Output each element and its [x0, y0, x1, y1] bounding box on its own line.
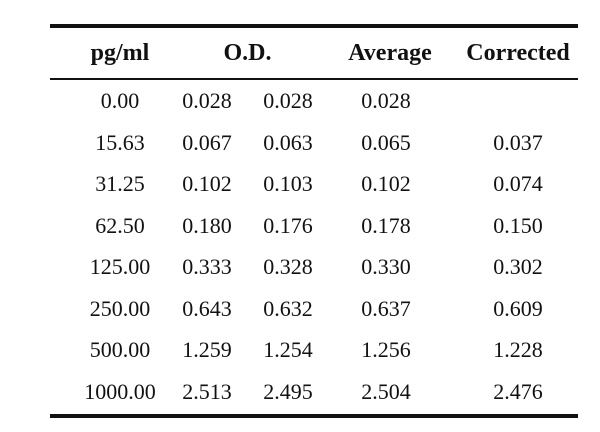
table-row: 125.00 0.333 0.328 0.330 0.302 — [50, 247, 578, 289]
cell-concentration: 125.00 — [89, 254, 151, 279]
cell-average: 2.504 — [361, 378, 411, 404]
cell-average: 0.178 — [361, 212, 411, 238]
cell-corrected: 2.476 — [493, 378, 543, 404]
table-row: 31.25 0.102 0.103 0.102 0.074 — [50, 164, 578, 206]
cell-od-1: 0.333 — [182, 254, 232, 279]
cell-od-2: 0.103 — [263, 171, 313, 196]
table-row: 1000.00 2.513 2.495 2.504 2.476 — [50, 372, 578, 414]
cell-od-1: 0.180 — [182, 212, 232, 238]
cell-od-1: 0.102 — [182, 171, 232, 196]
cell-average: 0.028 — [361, 88, 411, 113]
cell-average: 1.256 — [361, 337, 411, 362]
cell-concentration: 1000.00 — [84, 378, 156, 404]
table-header-row: pg/ml O.D. Average Corrected — [50, 28, 578, 78]
cell-od-2: 0.063 — [263, 129, 313, 155]
header-average: Average — [348, 40, 432, 66]
cell-concentration: 250.00 — [89, 295, 151, 321]
table-row: 62.50 0.180 0.176 0.178 0.150 — [50, 206, 578, 248]
cell-concentration: 500.00 — [89, 337, 151, 362]
cell-od-2: 0.176 — [263, 212, 313, 238]
header-corrected: Corrected — [466, 40, 570, 66]
cell-od-2: 0.028 — [263, 88, 313, 113]
cell-concentration: 15.63 — [95, 129, 145, 155]
table-row: 15.63 0.067 0.063 0.065 0.037 — [50, 123, 578, 165]
cell-od-1: 0.067 — [182, 129, 232, 155]
cell-corrected: 0.074 — [493, 171, 543, 196]
table-row: 500.00 1.259 1.254 1.256 1.228 — [50, 330, 578, 372]
table-header-rule — [50, 78, 578, 80]
cell-od-1: 1.259 — [182, 337, 232, 362]
cell-corrected: 0.037 — [493, 129, 543, 155]
cell-corrected: 0.302 — [493, 254, 543, 279]
cell-concentration: 0.00 — [100, 88, 140, 113]
cell-corrected: 0.609 — [493, 295, 543, 321]
cell-average: 0.065 — [361, 129, 411, 155]
cell-od-1: 0.028 — [182, 88, 232, 113]
table-top-rule — [50, 24, 578, 28]
cell-od-1: 0.643 — [182, 295, 232, 321]
cell-od-2: 2.495 — [263, 378, 313, 404]
header-od: O.D. — [223, 40, 272, 66]
table-row: 250.00 0.643 0.632 0.637 0.609 — [50, 289, 578, 331]
cell-od-2: 1.254 — [263, 337, 313, 362]
cell-average: 0.330 — [361, 254, 411, 279]
cell-corrected: 0.150 — [493, 212, 543, 238]
cell-concentration: 31.25 — [95, 171, 145, 196]
cell-corrected: 1.228 — [493, 337, 543, 362]
table-body: 0.00 0.028 0.028 0.028 15.63 0.067 0.063… — [50, 80, 578, 414]
cell-concentration: 62.50 — [95, 212, 145, 238]
cell-average: 0.102 — [361, 171, 411, 196]
cell-od-2: 0.328 — [263, 254, 313, 279]
cell-od-1: 2.513 — [182, 378, 232, 404]
table-bottom-rule — [50, 414, 578, 418]
header-concentration: pg/ml — [90, 40, 150, 66]
standard-curve-table: pg/ml O.D. Average Corrected 0.00 0.028 … — [50, 24, 578, 418]
table-row: 0.00 0.028 0.028 0.028 — [50, 81, 578, 123]
cell-od-2: 0.632 — [263, 295, 313, 321]
cell-average: 0.637 — [361, 295, 411, 321]
